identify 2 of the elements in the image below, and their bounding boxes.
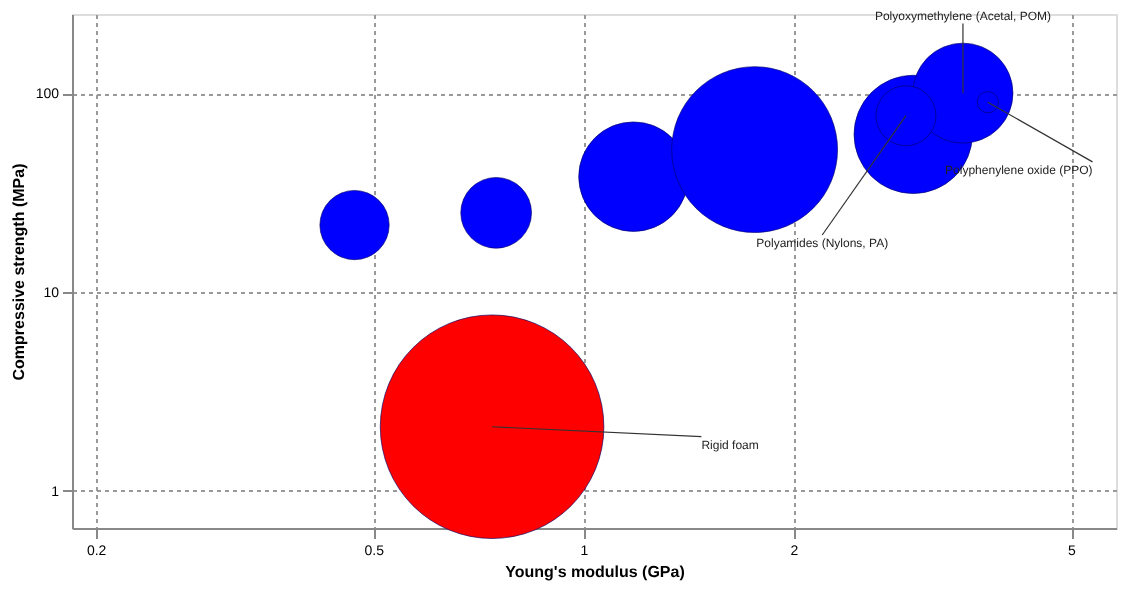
y-axis-title: Compressive strength (MPa) — [9, 162, 28, 381]
x-axis-title: Young's modulus (GPa) — [505, 563, 686, 581]
